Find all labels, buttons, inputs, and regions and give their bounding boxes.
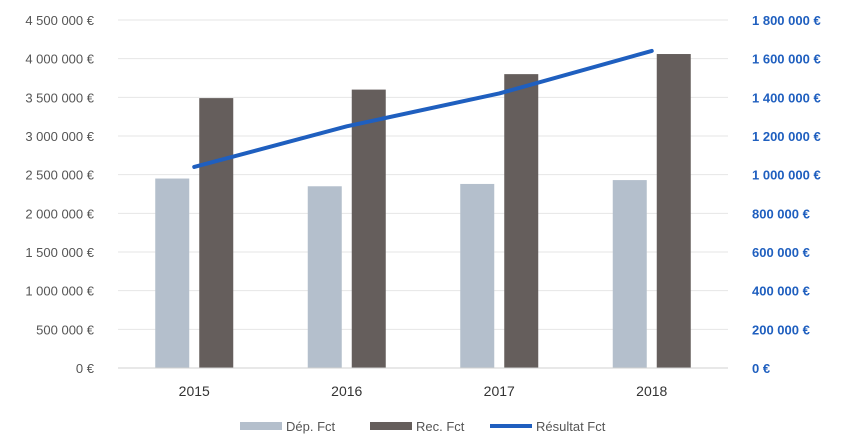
right-tick-label: 800 000 € xyxy=(752,206,810,221)
bar-rec-fct xyxy=(504,74,539,368)
bar-dep-fct xyxy=(460,183,495,368)
right-tick-label: 200 000 € xyxy=(752,322,810,337)
left-tick-label: 1 500 000 € xyxy=(25,245,94,260)
right-tick-label: 1 800 000 € xyxy=(752,13,821,28)
line-resultat-fct xyxy=(192,48,654,169)
left-tick-label: 1 000 000 € xyxy=(25,284,94,299)
left-tick-label: 0 € xyxy=(76,361,95,376)
x-tick-label: 2016 xyxy=(331,383,362,399)
bar-rec-fct xyxy=(351,89,386,368)
x-tick-label: 2018 xyxy=(636,383,667,399)
legend-label: Rec. Fct xyxy=(416,419,465,434)
right-tick-label: 1 200 000 € xyxy=(752,129,821,144)
bar-dep-fct xyxy=(155,178,190,368)
right-tick-label: 1 600 000 € xyxy=(752,52,821,67)
left-tick-label: 4 000 000 € xyxy=(25,52,94,67)
left-tick-label: 500 000 € xyxy=(36,322,95,337)
left-tick-label: 3 500 000 € xyxy=(25,90,94,105)
bars xyxy=(155,54,691,369)
right-tick-label: 0 € xyxy=(752,361,770,376)
legend-swatch xyxy=(370,422,412,430)
left-axis-ticks: 0 € 500 000 € 1 000 000 € 1 500 000 € 2 000 … xyxy=(25,13,94,376)
legend-swatch xyxy=(240,422,282,430)
legend-label: Résultat Fct xyxy=(536,419,606,434)
right-tick-label: 1 000 000 € xyxy=(752,168,821,183)
bar-dep-fct xyxy=(612,180,647,368)
right-axis-ticks: 0 € 200 000 € 400 000 € 600 000 € 800 000 € 1… xyxy=(752,13,821,376)
left-tick-label: 2 000 000 € xyxy=(25,206,94,221)
legend-label: Dép. Fct xyxy=(286,419,336,434)
legend: Dép. Fct Rec. Fct Résultat Fct xyxy=(240,419,606,434)
right-tick-label: 1 400 000 € xyxy=(752,90,821,105)
right-tick-label: 600 000 € xyxy=(752,245,810,260)
line-series xyxy=(192,48,654,169)
bar-rec-fct xyxy=(199,98,234,369)
left-tick-label: 4 500 000 € xyxy=(25,13,94,28)
left-tick-label: 3 000 000 € xyxy=(25,129,94,144)
x-tick-label: 2017 xyxy=(484,383,515,399)
right-tick-label: 400 000 € xyxy=(752,284,810,299)
x-axis-ticks: 2015 2016 2017 2018 xyxy=(179,383,668,399)
bar-rec-fct xyxy=(656,54,691,368)
bar-dep-fct xyxy=(307,186,342,368)
x-tick-label: 2015 xyxy=(179,383,210,399)
left-tick-label: 2 500 000 € xyxy=(25,168,94,183)
